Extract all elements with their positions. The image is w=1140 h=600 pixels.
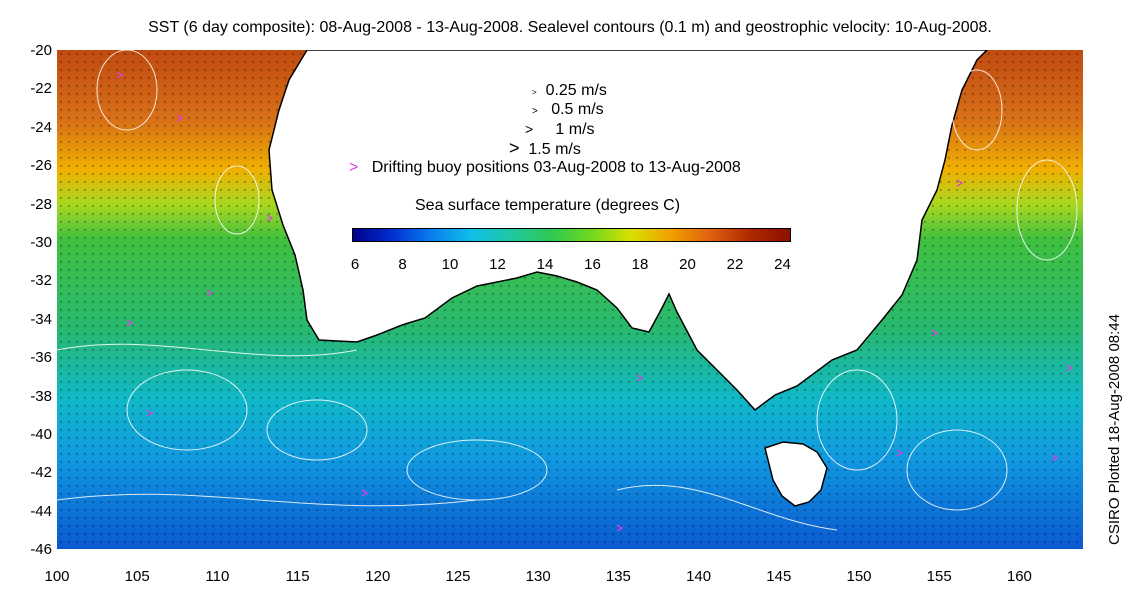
lat-tick-label: -20 bbox=[30, 42, 52, 59]
lon-tick-label: 100 bbox=[44, 568, 70, 585]
lat-tick-label: -36 bbox=[30, 349, 52, 367]
map-svg bbox=[57, 50, 1083, 549]
lon-tick-label: 120 bbox=[365, 568, 391, 585]
lat-tick-label: -28 bbox=[30, 195, 52, 213]
plot-credit: CSIRO Plotted 18-Aug-2008 08:44 bbox=[1106, 314, 1123, 545]
lat-tick-label: -44 bbox=[30, 502, 52, 520]
lon-tick-label: 115 bbox=[285, 568, 310, 585]
lon-tick-label: 130 bbox=[525, 568, 551, 585]
lat-tick-label: -38 bbox=[30, 387, 52, 405]
lon-tick-label: 140 bbox=[686, 568, 712, 585]
lat-tick-label: -42 bbox=[30, 464, 52, 482]
lon-tick-label: 110 bbox=[205, 568, 230, 585]
lat-tick-label: -24 bbox=[30, 118, 52, 136]
lon-tick-label: 145 bbox=[766, 568, 792, 585]
sealevel-contours bbox=[57, 50, 1078, 531]
lon-tick-label: 125 bbox=[445, 568, 471, 585]
lon-tick-label: 135 bbox=[605, 568, 631, 585]
chart-title: SST (6 day composite): 08-Aug-2008 - 13-… bbox=[148, 19, 992, 36]
lat-tick-label: -40 bbox=[30, 426, 52, 443]
lat-tick-label: -34 bbox=[30, 310, 52, 328]
lat-tick-label: -22 bbox=[30, 80, 52, 98]
lon-tick-label: 155 bbox=[926, 568, 952, 585]
lat-tick-label: -32 bbox=[30, 272, 52, 290]
lon-tick-label: 105 bbox=[124, 568, 150, 585]
lat-tick-label: -46 bbox=[30, 541, 52, 559]
lon-tick-label: 160 bbox=[1006, 568, 1032, 585]
tasmania-land bbox=[764, 441, 828, 507]
drifting-buoys bbox=[116, 71, 1074, 532]
lat-tick-label: -30 bbox=[30, 234, 52, 251]
lat-tick-label: -26 bbox=[30, 157, 52, 175]
lon-tick-label: 150 bbox=[846, 568, 872, 585]
sst-map: > 0.25 m/s > 0.5 m/s > 1 m/s > 1.5 m/s >… bbox=[57, 50, 1083, 549]
